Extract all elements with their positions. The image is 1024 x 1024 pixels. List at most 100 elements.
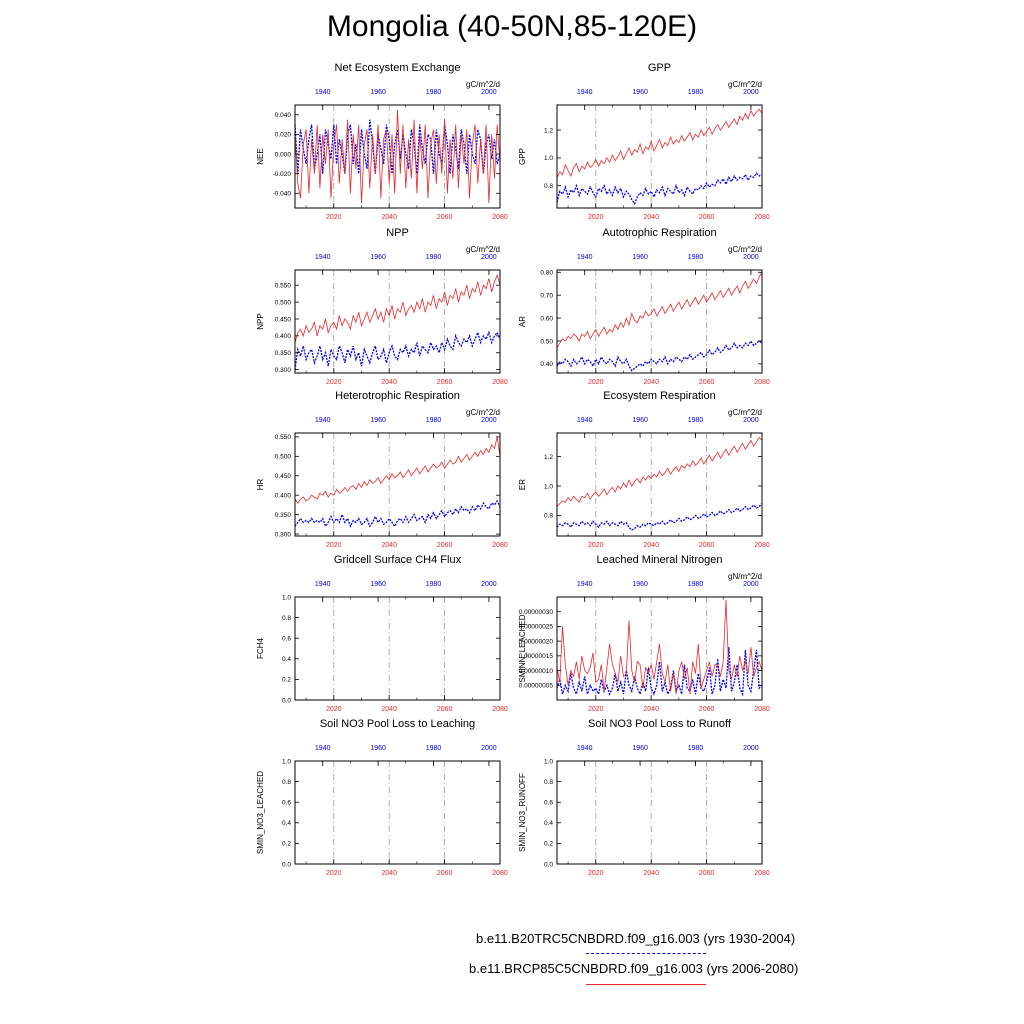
x-tick-label-bottom: 2020 [588, 706, 604, 713]
y-axis-label: SMINN_LEACHED [518, 614, 527, 682]
x-tick-label-bottom: 2020 [326, 870, 342, 877]
plot-frame [294, 104, 501, 209]
y-tick-label: 0.400 [275, 492, 292, 499]
series-historical-line [294, 499, 501, 528]
panel-smin-no3-leached: 1.0 0.8 0.6 0.4 0.2 0.0 2020 2040 2060 2080 1940 19… [256, 718, 508, 877]
x-tick-label-top: 1980 [688, 89, 704, 96]
x-tick-label-top: 1980 [426, 254, 442, 261]
y-tick-label: 0.6 [282, 800, 291, 807]
units-label: gN/m^2/d [728, 572, 762, 581]
y-axis-label: NEE [256, 148, 265, 164]
x-tick-label-bottom: 2040 [643, 542, 659, 549]
x-tick-label-bottom: 2060 [437, 706, 453, 713]
x-tick-label-top: 2000 [481, 254, 497, 261]
x-tick-label-bottom: 2060 [699, 379, 715, 386]
panel-fch4: 1.0 0.8 0.6 0.4 0.2 0.0 2020 2040 2060 2080 1940 19… [256, 554, 508, 713]
y-tick-label: 0.350 [275, 350, 292, 357]
series-future-line [556, 436, 763, 507]
x-tick-label-bottom: 2080 [754, 542, 770, 549]
x-tick-label-bottom: 2060 [437, 379, 453, 386]
panel-title: Autotrophic Respiration [602, 227, 716, 239]
y-tick-label: 0.00000020 [519, 638, 554, 645]
panel-er: 1.2 1.0 0.8 2020 2040 2060 2080 1940 1960 1980 200… [518, 390, 770, 549]
x-tick-label-bottom: 2080 [754, 214, 770, 221]
legend-historical-label: b.e11.B20TRC5CNBDRD.f09_g16.003 (yrs 193… [476, 931, 796, 946]
y-axis-label: SMIN_NO3_LEACHED [256, 771, 265, 854]
panel-title: Soil NO3 Pool Loss to Runoff [588, 718, 732, 730]
panel-sminn-leached: 0.00000030 0.00000025 0.00000020 0.00000015… [518, 554, 770, 713]
y-tick-label: 0.8 [544, 183, 553, 190]
x-tick-label-top: 1960 [632, 89, 648, 96]
y-tick-label: 1.0 [282, 758, 291, 765]
x-tick-label-top: 2000 [481, 417, 497, 424]
plot-frame [294, 269, 501, 374]
y-tick-label: 0.00000005 [519, 683, 554, 690]
y-tick-label: 0.350 [275, 512, 292, 519]
x-tick-label-top: 1980 [688, 417, 704, 424]
x-tick-label-top: 1980 [426, 89, 442, 96]
panel-title: Heterotrophic Respiration [335, 390, 460, 402]
y-tick-label: 0.0 [282, 861, 291, 868]
x-tick-label-bottom: 2080 [492, 542, 508, 549]
x-tick-label-top: 1940 [315, 254, 331, 261]
y-tick-label: 0.40 [540, 361, 553, 368]
y-tick-label: 0.50 [540, 338, 553, 345]
y-axis-label: HR [256, 479, 265, 491]
series-future-line [556, 272, 763, 349]
x-tick-label-bottom: 2020 [588, 870, 604, 877]
y-tick-label: 0.400 [275, 333, 292, 340]
plot-frame [556, 760, 763, 865]
series-future-line [556, 599, 763, 695]
units-label: gC/m^2/d [466, 245, 500, 254]
x-tick-label-bottom: 2040 [643, 870, 659, 877]
x-tick-label-top: 1960 [632, 581, 648, 588]
y-tick-label: 0.2 [544, 841, 553, 848]
panel-hr: 0.550 0.500 0.450 0.400 0.350 0.300 2020 2040 20… [256, 390, 508, 549]
y-tick-label: 0.00000015 [519, 653, 554, 660]
legend-future-swatch [586, 984, 706, 985]
x-tick-label-top: 2000 [481, 581, 497, 588]
x-tick-label-bottom: 2060 [437, 542, 453, 549]
x-tick-label-top: 1960 [370, 745, 386, 752]
panel-title: Gridcell Surface CH4 Flux [334, 554, 462, 566]
x-tick-label-bottom: 2060 [699, 542, 715, 549]
y-tick-label: 0.2 [282, 841, 291, 848]
units-label: gC/m^2/d [728, 80, 762, 89]
y-tick-label: 0.0 [544, 861, 553, 868]
y-tick-label: 0.6 [282, 636, 291, 643]
x-tick-label-top: 2000 [481, 745, 497, 752]
x-tick-label-top: 2000 [743, 417, 759, 424]
plot-frame [294, 596, 501, 701]
panel-title: Soil NO3 Pool Loss to Leaching [320, 718, 475, 730]
x-tick-label-bottom: 2040 [643, 214, 659, 221]
units-label: gC/m^2/d [728, 245, 762, 254]
x-tick-label-bottom: 2060 [699, 870, 715, 877]
y-tick-label: 0.450 [275, 316, 292, 323]
y-tick-label: 0.300 [275, 531, 292, 538]
x-tick-label-top: 1980 [688, 581, 704, 588]
x-tick-label-top: 1940 [577, 745, 593, 752]
panel-title: Ecosystem Respiration [603, 390, 716, 402]
y-tick-label: 0.8 [544, 513, 553, 520]
y-tick-label: 0.040 [275, 112, 292, 119]
x-tick-label-top: 2000 [743, 745, 759, 752]
x-tick-label-bottom: 2060 [699, 214, 715, 221]
series-historical-line [556, 646, 763, 697]
x-tick-label-top: 1940 [315, 581, 331, 588]
x-tick-label-bottom: 2020 [588, 542, 604, 549]
x-tick-label-bottom: 2080 [492, 379, 508, 386]
y-tick-label: 0.8 [544, 779, 553, 786]
x-tick-label-bottom: 2040 [381, 379, 397, 386]
plot-frame [556, 432, 763, 537]
y-tick-label: 0.550 [275, 282, 292, 289]
series-historical-line [556, 339, 763, 372]
x-tick-label-bottom: 2080 [754, 706, 770, 713]
y-tick-label: 0.000 [275, 151, 292, 158]
panel-nee: 0.040 0.020 0.000 -0.020 -0.040 2020 2040 2060 2… [256, 62, 508, 221]
x-tick-label-top: 1960 [370, 254, 386, 261]
units-label: gC/m^2/d [466, 80, 500, 89]
y-tick-label: 0.00000025 [519, 624, 554, 631]
x-tick-label-top: 1940 [315, 745, 331, 752]
legend-future-label: b.e11.BRCP85C5CNBDRD.f09_g16.003 (yrs 20… [469, 961, 799, 976]
